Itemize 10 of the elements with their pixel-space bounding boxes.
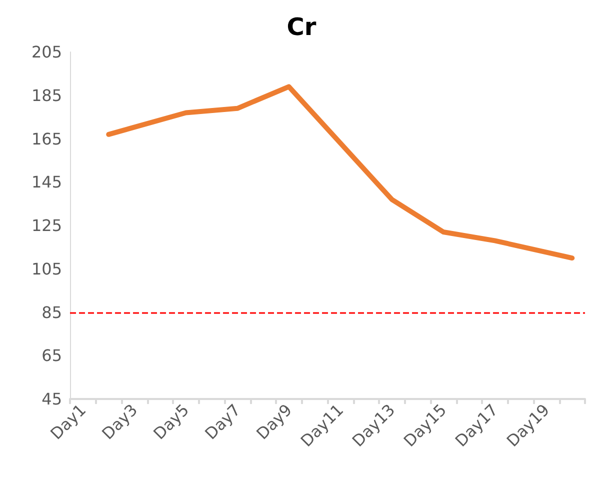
y-tick-label: 125: [31, 216, 62, 235]
y-tick-label: 105: [31, 259, 62, 278]
chart-title: Cr: [286, 13, 316, 41]
y-tick-label: 145: [31, 172, 62, 192]
y-tick-label: 45: [42, 390, 62, 408]
y-tick-label: 85: [42, 302, 62, 322]
y-tick-label: 165: [31, 129, 62, 148]
y-tick-label: 185: [31, 86, 62, 105]
y-tick-label: 205: [31, 42, 62, 62]
y-tick-label: 65: [42, 346, 62, 366]
